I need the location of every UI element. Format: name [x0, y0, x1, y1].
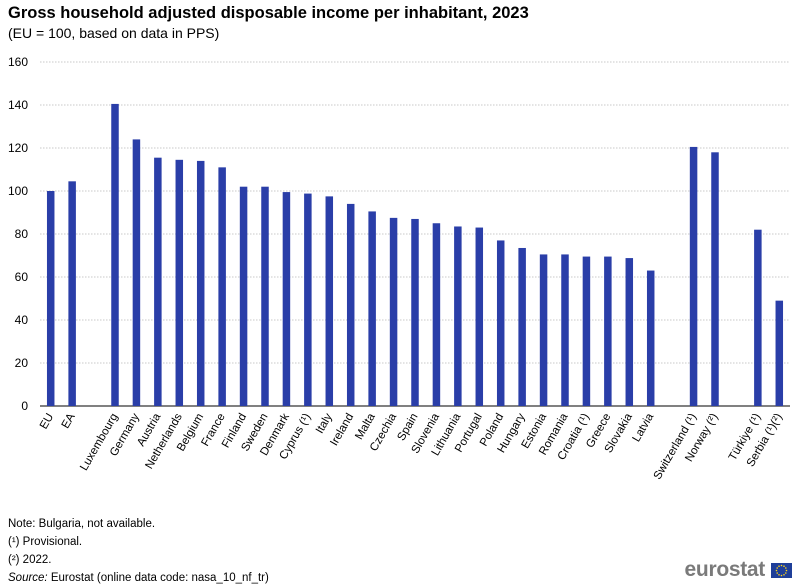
bar-hungary [518, 247, 526, 406]
bar-serbia [775, 300, 784, 406]
y-tick-label-160: 160 [8, 55, 28, 69]
bar-latvia [646, 270, 655, 406]
bar-ireland [346, 203, 355, 406]
bar-poland [496, 240, 505, 406]
y-tick-label-120: 120 [8, 141, 28, 155]
bar-greece [604, 256, 612, 406]
bar-portugal [475, 227, 484, 406]
x-label-latvia: Latvia [631, 411, 657, 444]
source-text: Eurostat (online data code: nasa_10_nf_t… [47, 572, 269, 584]
x-label-eu: EU [38, 412, 56, 432]
x-label-italy: Italy [314, 411, 335, 435]
bar-cyprus [304, 193, 312, 406]
y-tick-label-0: 0 [21, 399, 28, 413]
bar-slovakia [625, 258, 634, 406]
chart-title: Gross household adjusted disposable inco… [8, 4, 529, 22]
bar-luxembourg [111, 103, 119, 407]
bar-eu [46, 191, 55, 406]
y-tick-label-40: 40 [15, 313, 29, 327]
y-tick-label-100: 100 [8, 184, 28, 198]
bar-sweden [261, 186, 269, 406]
chart-notes: Note: Bulgaria, not available. (¹) Provi… [8, 515, 269, 587]
x-axis-labels: EU EA LuxembourgGermanyAustriaNetherlandsB… [38, 411, 785, 482]
bar-france [218, 167, 226, 406]
bar-denmark [282, 192, 291, 406]
bar-tu-rkiye [754, 229, 762, 406]
bar-lithuania [454, 226, 462, 406]
y-tick-label-60: 60 [15, 270, 29, 284]
y-tick-label-140: 140 [8, 98, 28, 112]
eu-flag-icon [771, 562, 792, 578]
note-text: Note: Bulgaria, not available. [8, 518, 156, 530]
y-tick-label-80: 80 [15, 227, 29, 241]
source-line: Source: Eurostat (online data code: nasa… [8, 569, 269, 587]
bar-malta [368, 211, 376, 406]
x-label-ea: EA [60, 411, 78, 431]
bar-switzerland [689, 146, 698, 407]
bar-croatia [582, 256, 591, 406]
eurostat-logo: eurostat [685, 558, 792, 582]
eurostat-logo-text: eurostat [684, 558, 766, 581]
bar-estonia [539, 254, 548, 406]
bar-belgium [196, 160, 205, 406]
y-tick-label-20: 20 [15, 356, 29, 370]
bar-ea [68, 181, 76, 406]
bar-spain [411, 218, 419, 406]
bar-romania [561, 254, 569, 406]
bar-austria [154, 157, 162, 406]
footnote-2022: (²) 2022. [8, 554, 52, 566]
bar-netherlands [175, 159, 184, 406]
bar-norway [711, 152, 719, 406]
bar-germany [132, 139, 141, 406]
bar-chart: 0 20 40 60 80 100 120 140 160 EU EA LuxembourgGerm… [8, 55, 790, 482]
bar-czechia [389, 217, 398, 406]
bar-slovenia [432, 223, 441, 406]
bars [46, 103, 784, 407]
bar-italy [325, 196, 334, 406]
footnote-provisional: (¹) Provisional. [8, 536, 83, 548]
bar-finland [239, 186, 248, 406]
source-label: Source: [8, 572, 48, 584]
chart-subtitle: (EU = 100, based on data in PPS) [8, 25, 220, 41]
